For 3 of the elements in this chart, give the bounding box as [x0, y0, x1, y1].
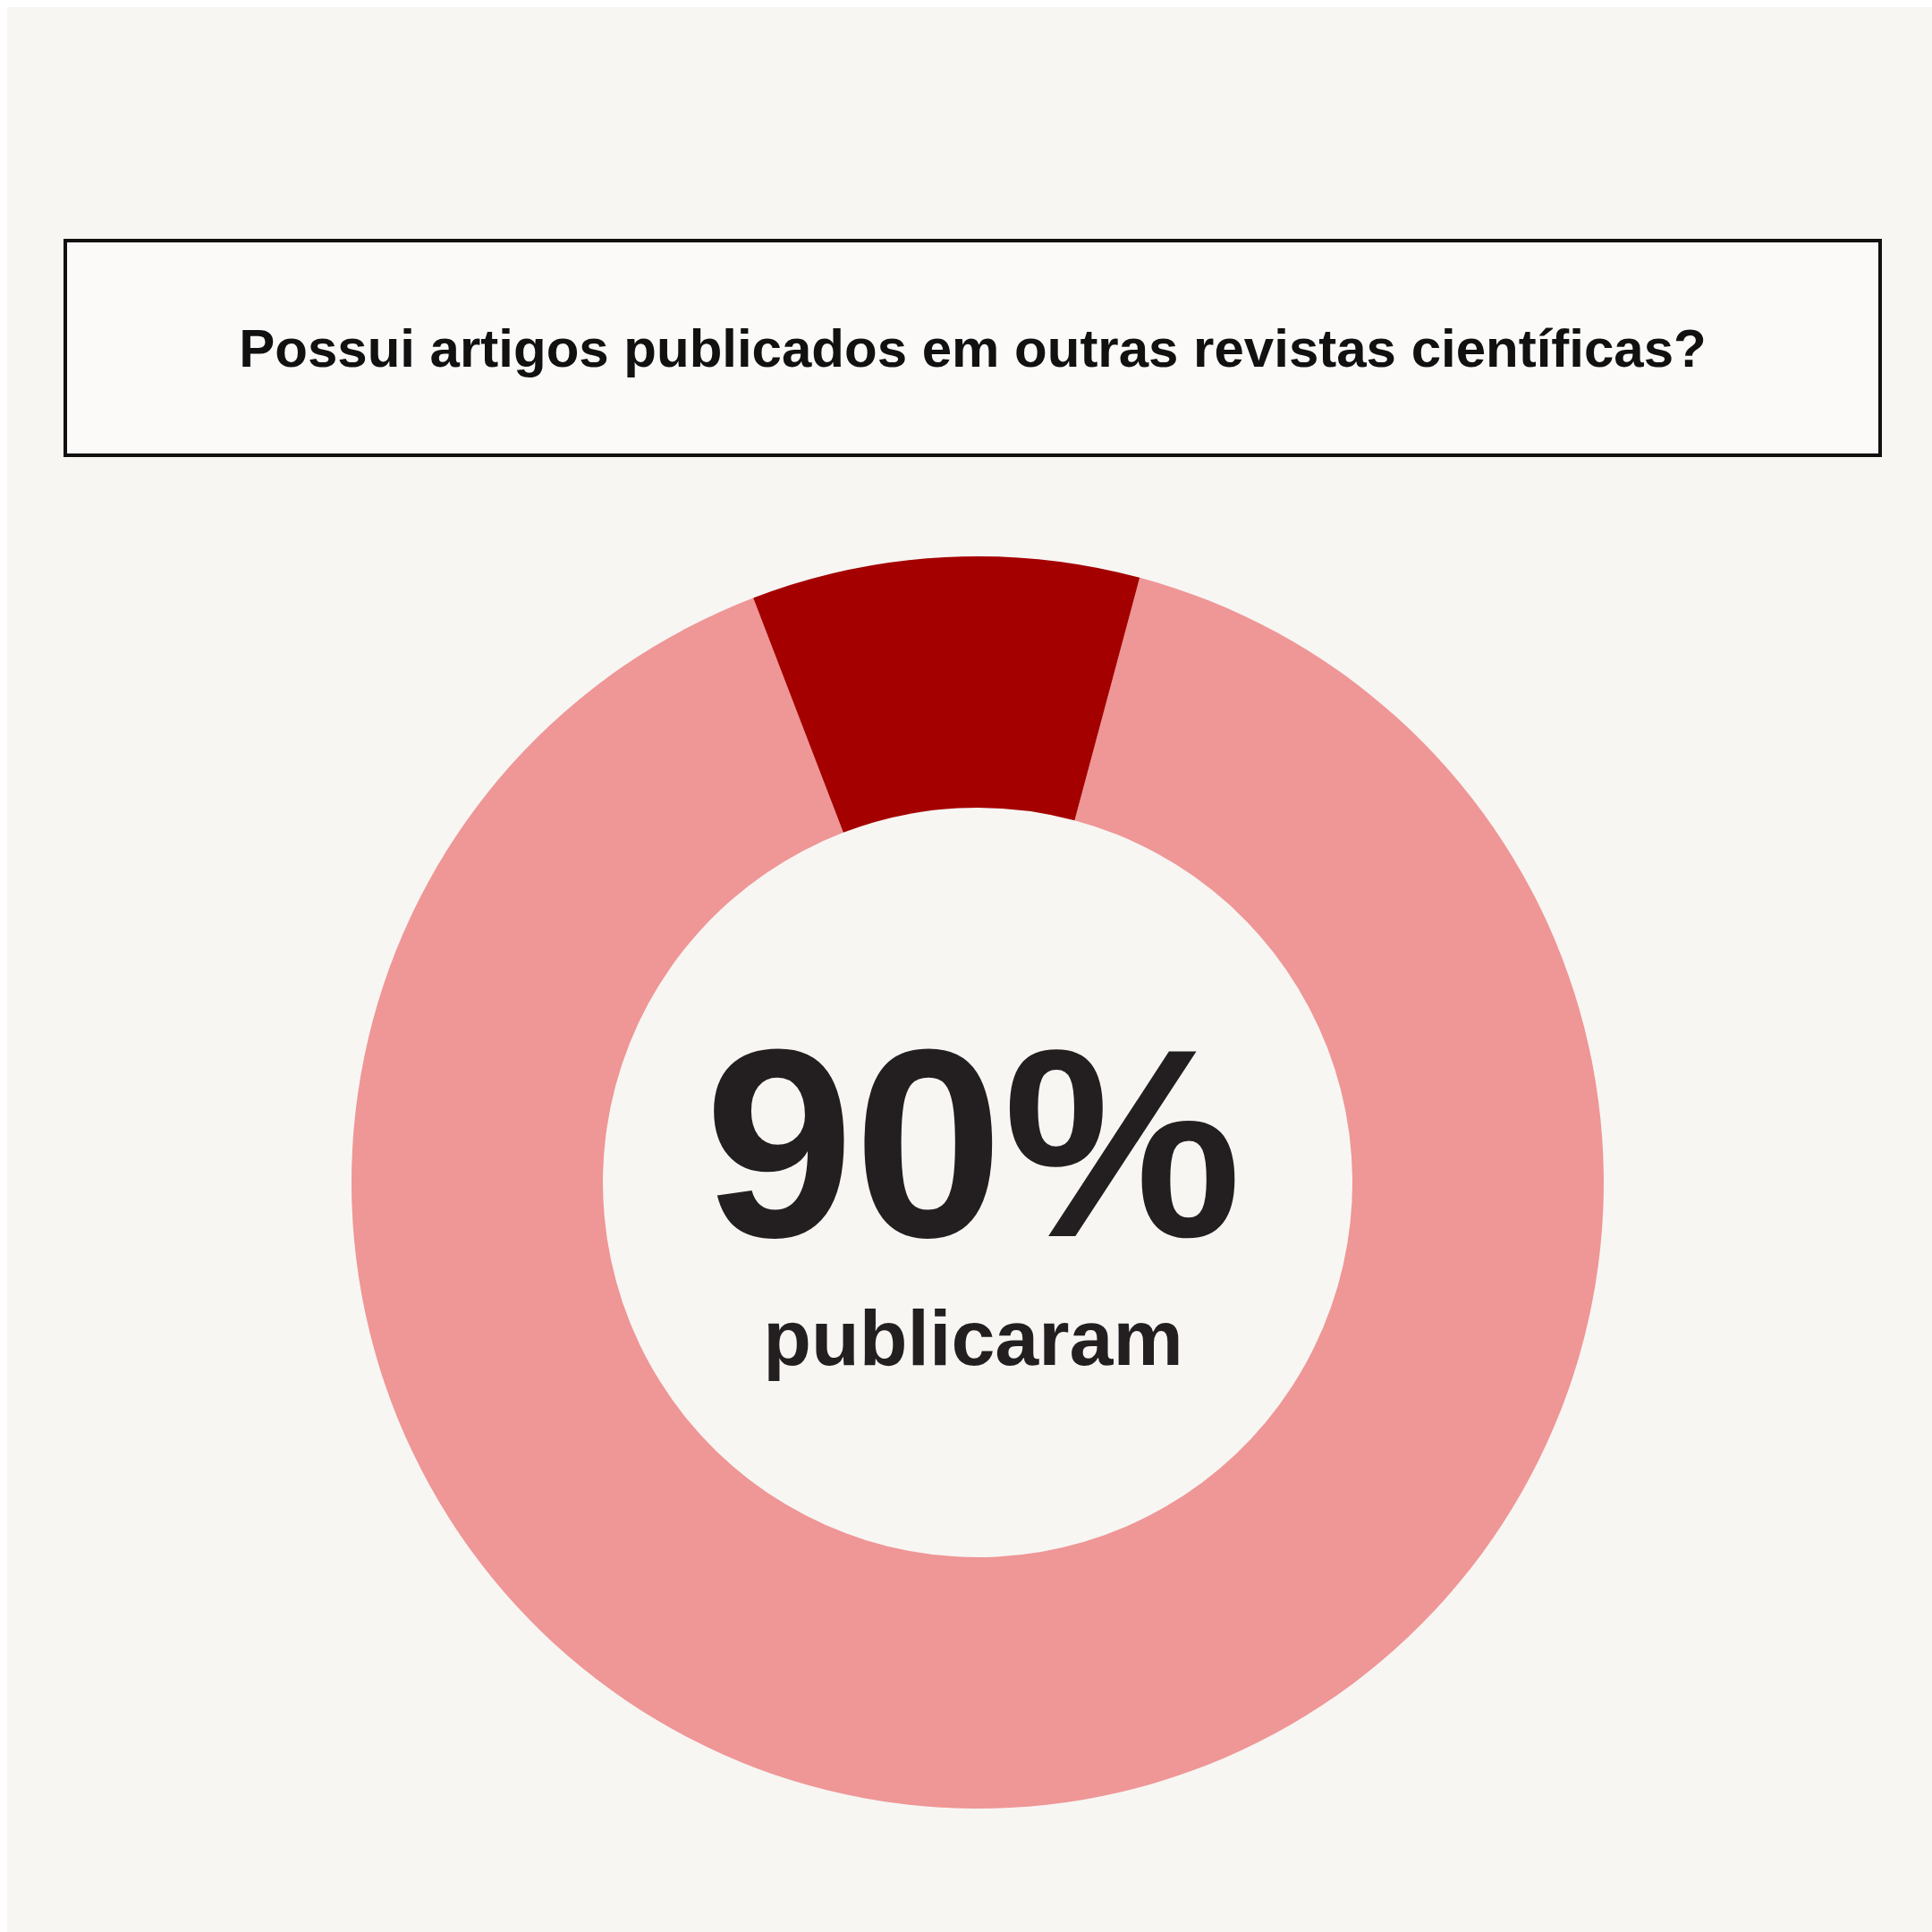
slice-label: publicaram: [762, 1293, 1184, 1382]
chart-title: Possui artigos publicados em outras revistas científicas?: [239, 317, 1707, 379]
data-label: 90%: [703, 993, 1243, 1293]
